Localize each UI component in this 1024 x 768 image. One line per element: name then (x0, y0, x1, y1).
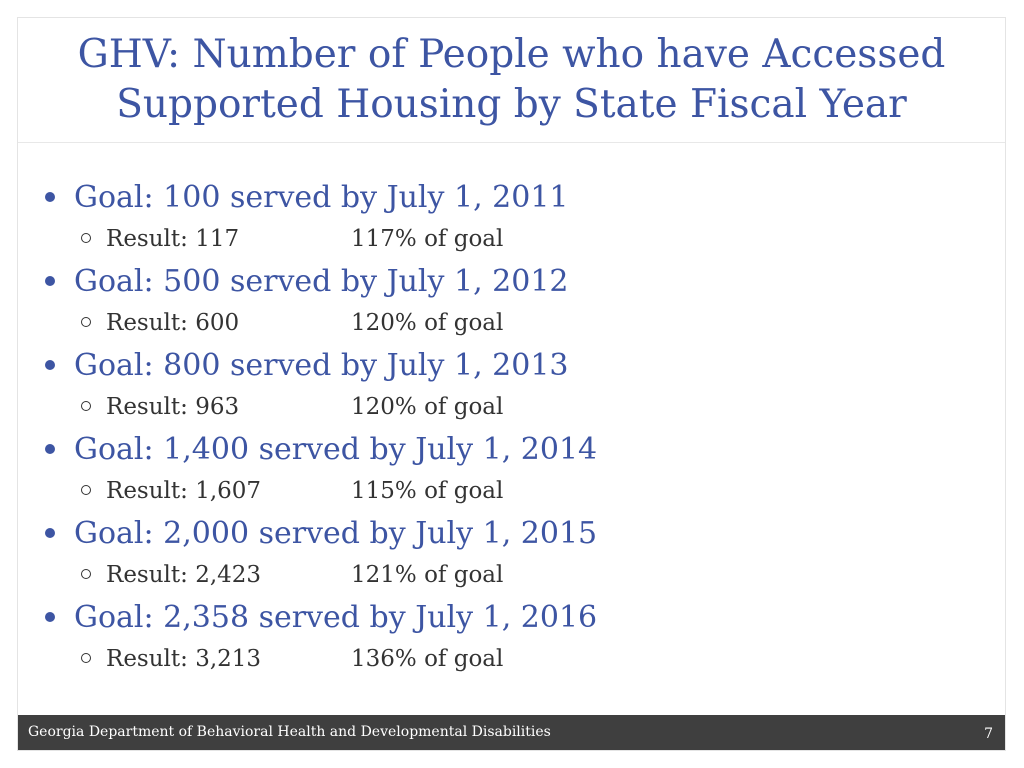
result-item: Result: 963 120% of goal (81, 391, 503, 423)
result-text: Result: 963 (106, 394, 240, 420)
result-text: Result: 600 (106, 310, 240, 336)
percent-text: 120% of goal (351, 310, 504, 336)
percent-text: 136% of goal (351, 646, 504, 672)
goal-text: Goal: 2,000 served by July 1, 2015 (74, 516, 598, 551)
goal-item: Goal: 2,358 served by July 1, 2016 (45, 598, 597, 638)
title-line-1: GHV: Number of People who have Accessed (77, 32, 946, 77)
bullet-dot-icon (45, 276, 55, 286)
bullet-dot-icon (45, 612, 55, 622)
goal-item: Goal: 2,000 served by July 1, 2015 (45, 514, 597, 554)
footer-bar: Georgia Department of Behavioral Health … (18, 715, 1005, 750)
bullet-dot-icon (45, 444, 55, 454)
percent-text: 117% of goal (351, 226, 504, 252)
bullet-ring-icon (81, 233, 91, 243)
goal-item: Goal: 1,400 served by July 1, 2014 (45, 430, 597, 470)
bullet-ring-icon (81, 653, 91, 663)
footer-organization: Georgia Department of Behavioral Health … (28, 724, 551, 740)
goal-text: Goal: 1,400 served by July 1, 2014 (74, 432, 598, 467)
bullet-dot-icon (45, 360, 55, 370)
goal-item: Goal: 500 served by July 1, 2012 (45, 262, 569, 302)
title-line-2: Supported Housing by State Fiscal Year (116, 82, 907, 127)
slide: GHV: Number of People who have Accessed … (17, 17, 1006, 751)
bullet-ring-icon (81, 485, 91, 495)
result-text: Result: 2,423 (106, 562, 262, 588)
result-text: Result: 3,213 (106, 646, 262, 672)
result-item: Result: 1,607 115% of goal (81, 475, 503, 507)
goal-text: Goal: 800 served by July 1, 2013 (74, 348, 569, 383)
result-item: Result: 3,213 136% of goal (81, 643, 503, 675)
result-item: Result: 117 117% of goal (81, 223, 503, 255)
goal-text: Goal: 2,358 served by July 1, 2016 (74, 600, 598, 635)
percent-text: 120% of goal (351, 394, 504, 420)
bullet-ring-icon (81, 569, 91, 579)
result-text: Result: 1,607 (106, 478, 262, 504)
bullet-dot-icon (45, 528, 55, 538)
goal-item: Goal: 800 served by July 1, 2013 (45, 346, 569, 386)
goal-item: Goal: 100 served by July 1, 2011 (45, 178, 569, 218)
slide-title: GHV: Number of People who have Accessed … (18, 18, 1005, 143)
percent-text: 115% of goal (351, 478, 504, 504)
result-item: Result: 600 120% of goal (81, 307, 503, 339)
result-text: Result: 117 (106, 226, 240, 252)
page-number: 7 (984, 726, 993, 742)
goal-text: Goal: 100 served by July 1, 2011 (74, 180, 569, 215)
goal-text: Goal: 500 served by July 1, 2012 (74, 264, 569, 299)
bullet-dot-icon (45, 192, 55, 202)
percent-text: 121% of goal (351, 562, 504, 588)
bullet-ring-icon (81, 401, 91, 411)
bullet-ring-icon (81, 317, 91, 327)
result-item: Result: 2,423 121% of goal (81, 559, 503, 591)
